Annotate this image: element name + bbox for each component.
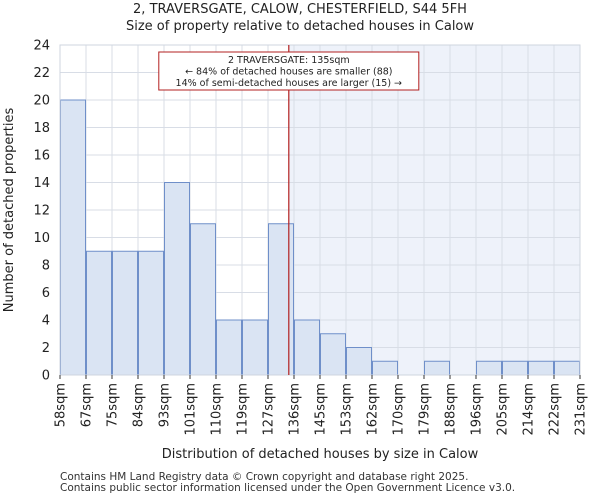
- y-tick-label: 18: [33, 121, 50, 136]
- histogram-bar: [346, 347, 372, 376]
- histogram-bar: [294, 319, 320, 376]
- histogram-bar: [242, 319, 268, 376]
- histogram-bar: [138, 250, 164, 376]
- y-tick-label: 10: [33, 231, 50, 246]
- annotation-text: 14% of semi-detached houses are larger (…: [176, 78, 403, 89]
- footer-attribution: Contains HM Land Registry data © Crown c…: [60, 472, 515, 494]
- x-tick-label: 110sqm: [210, 383, 225, 436]
- y-tick-label: 8: [42, 259, 50, 274]
- histogram-bar: [502, 360, 528, 376]
- x-axis-title: Distribution of detached houses by size …: [162, 447, 479, 462]
- x-tick-label: 179sqm: [418, 383, 433, 436]
- x-tick-label: 101sqm: [184, 383, 199, 436]
- x-tick-label: 127sqm: [262, 383, 277, 436]
- histogram-bar: [164, 182, 190, 376]
- footer-line-1: Contains HM Land Registry data © Crown c…: [60, 471, 469, 483]
- y-tick-label: 4: [42, 314, 50, 329]
- histogram-bar: [372, 360, 398, 376]
- chart-subtitle: Size of property relative to detached ho…: [125, 19, 475, 34]
- histogram-bar: [554, 360, 580, 376]
- x-tick-label: 153sqm: [340, 383, 355, 436]
- annotation-box: [158, 51, 420, 91]
- x-tick-label: 222sqm: [548, 383, 563, 436]
- histogram-bar: [268, 223, 294, 376]
- x-tick-label: 162sqm: [366, 383, 381, 436]
- x-tick-label: 67sqm: [80, 383, 95, 427]
- x-tick-label: 136sqm: [288, 383, 303, 436]
- x-tick-label: 84sqm: [132, 383, 147, 427]
- footer-line-2: Contains public sector information licen…: [60, 482, 516, 494]
- y-tick-label: 2: [42, 341, 50, 356]
- histogram-bar: [60, 99, 86, 376]
- x-tick-label: 145sqm: [314, 383, 329, 436]
- histogram-bar: [216, 319, 242, 376]
- histogram-bar: [320, 333, 346, 376]
- y-tick-label: 12: [33, 204, 50, 219]
- annotation-text: ← 84% of detached houses are smaller (88…: [185, 67, 392, 78]
- y-axis-title: Number of detached properties: [2, 108, 17, 313]
- x-tick-label: 93sqm: [158, 383, 173, 427]
- x-tick-label: 119sqm: [236, 383, 251, 436]
- y-tick-label: 22: [33, 66, 50, 81]
- histogram-bar: [86, 250, 112, 376]
- x-tick-label: 205sqm: [496, 383, 511, 436]
- histogram-bar: [528, 360, 554, 376]
- histogram-bar: [476, 360, 502, 376]
- y-tick-label: 20: [33, 94, 50, 109]
- y-tick-label: 24: [33, 39, 50, 54]
- y-tick-label: 6: [42, 286, 50, 301]
- chart-title-address: 2, TRAVERSGATE, CALOW, CHESTERFIELD, S44…: [133, 2, 467, 17]
- x-tick-label: 196sqm: [470, 383, 485, 436]
- x-tick-label: 170sqm: [392, 383, 407, 436]
- x-tick-label: 214sqm: [522, 383, 537, 436]
- annotation-text: 2 TRAVERSGATE: 135sqm: [228, 55, 350, 66]
- y-tick-label: 14: [33, 176, 50, 191]
- x-tick-label: 58sqm: [54, 383, 69, 427]
- histogram-bar: [112, 250, 138, 376]
- histogram-bar: [190, 223, 216, 376]
- x-tick-label: 188sqm: [444, 383, 459, 436]
- x-tick-label: 231sqm: [574, 383, 589, 436]
- x-tick-label: 75sqm: [106, 383, 121, 427]
- histogram-bar: [424, 360, 450, 376]
- y-tick-label: 16: [33, 149, 50, 164]
- y-tick-label: 0: [42, 369, 50, 384]
